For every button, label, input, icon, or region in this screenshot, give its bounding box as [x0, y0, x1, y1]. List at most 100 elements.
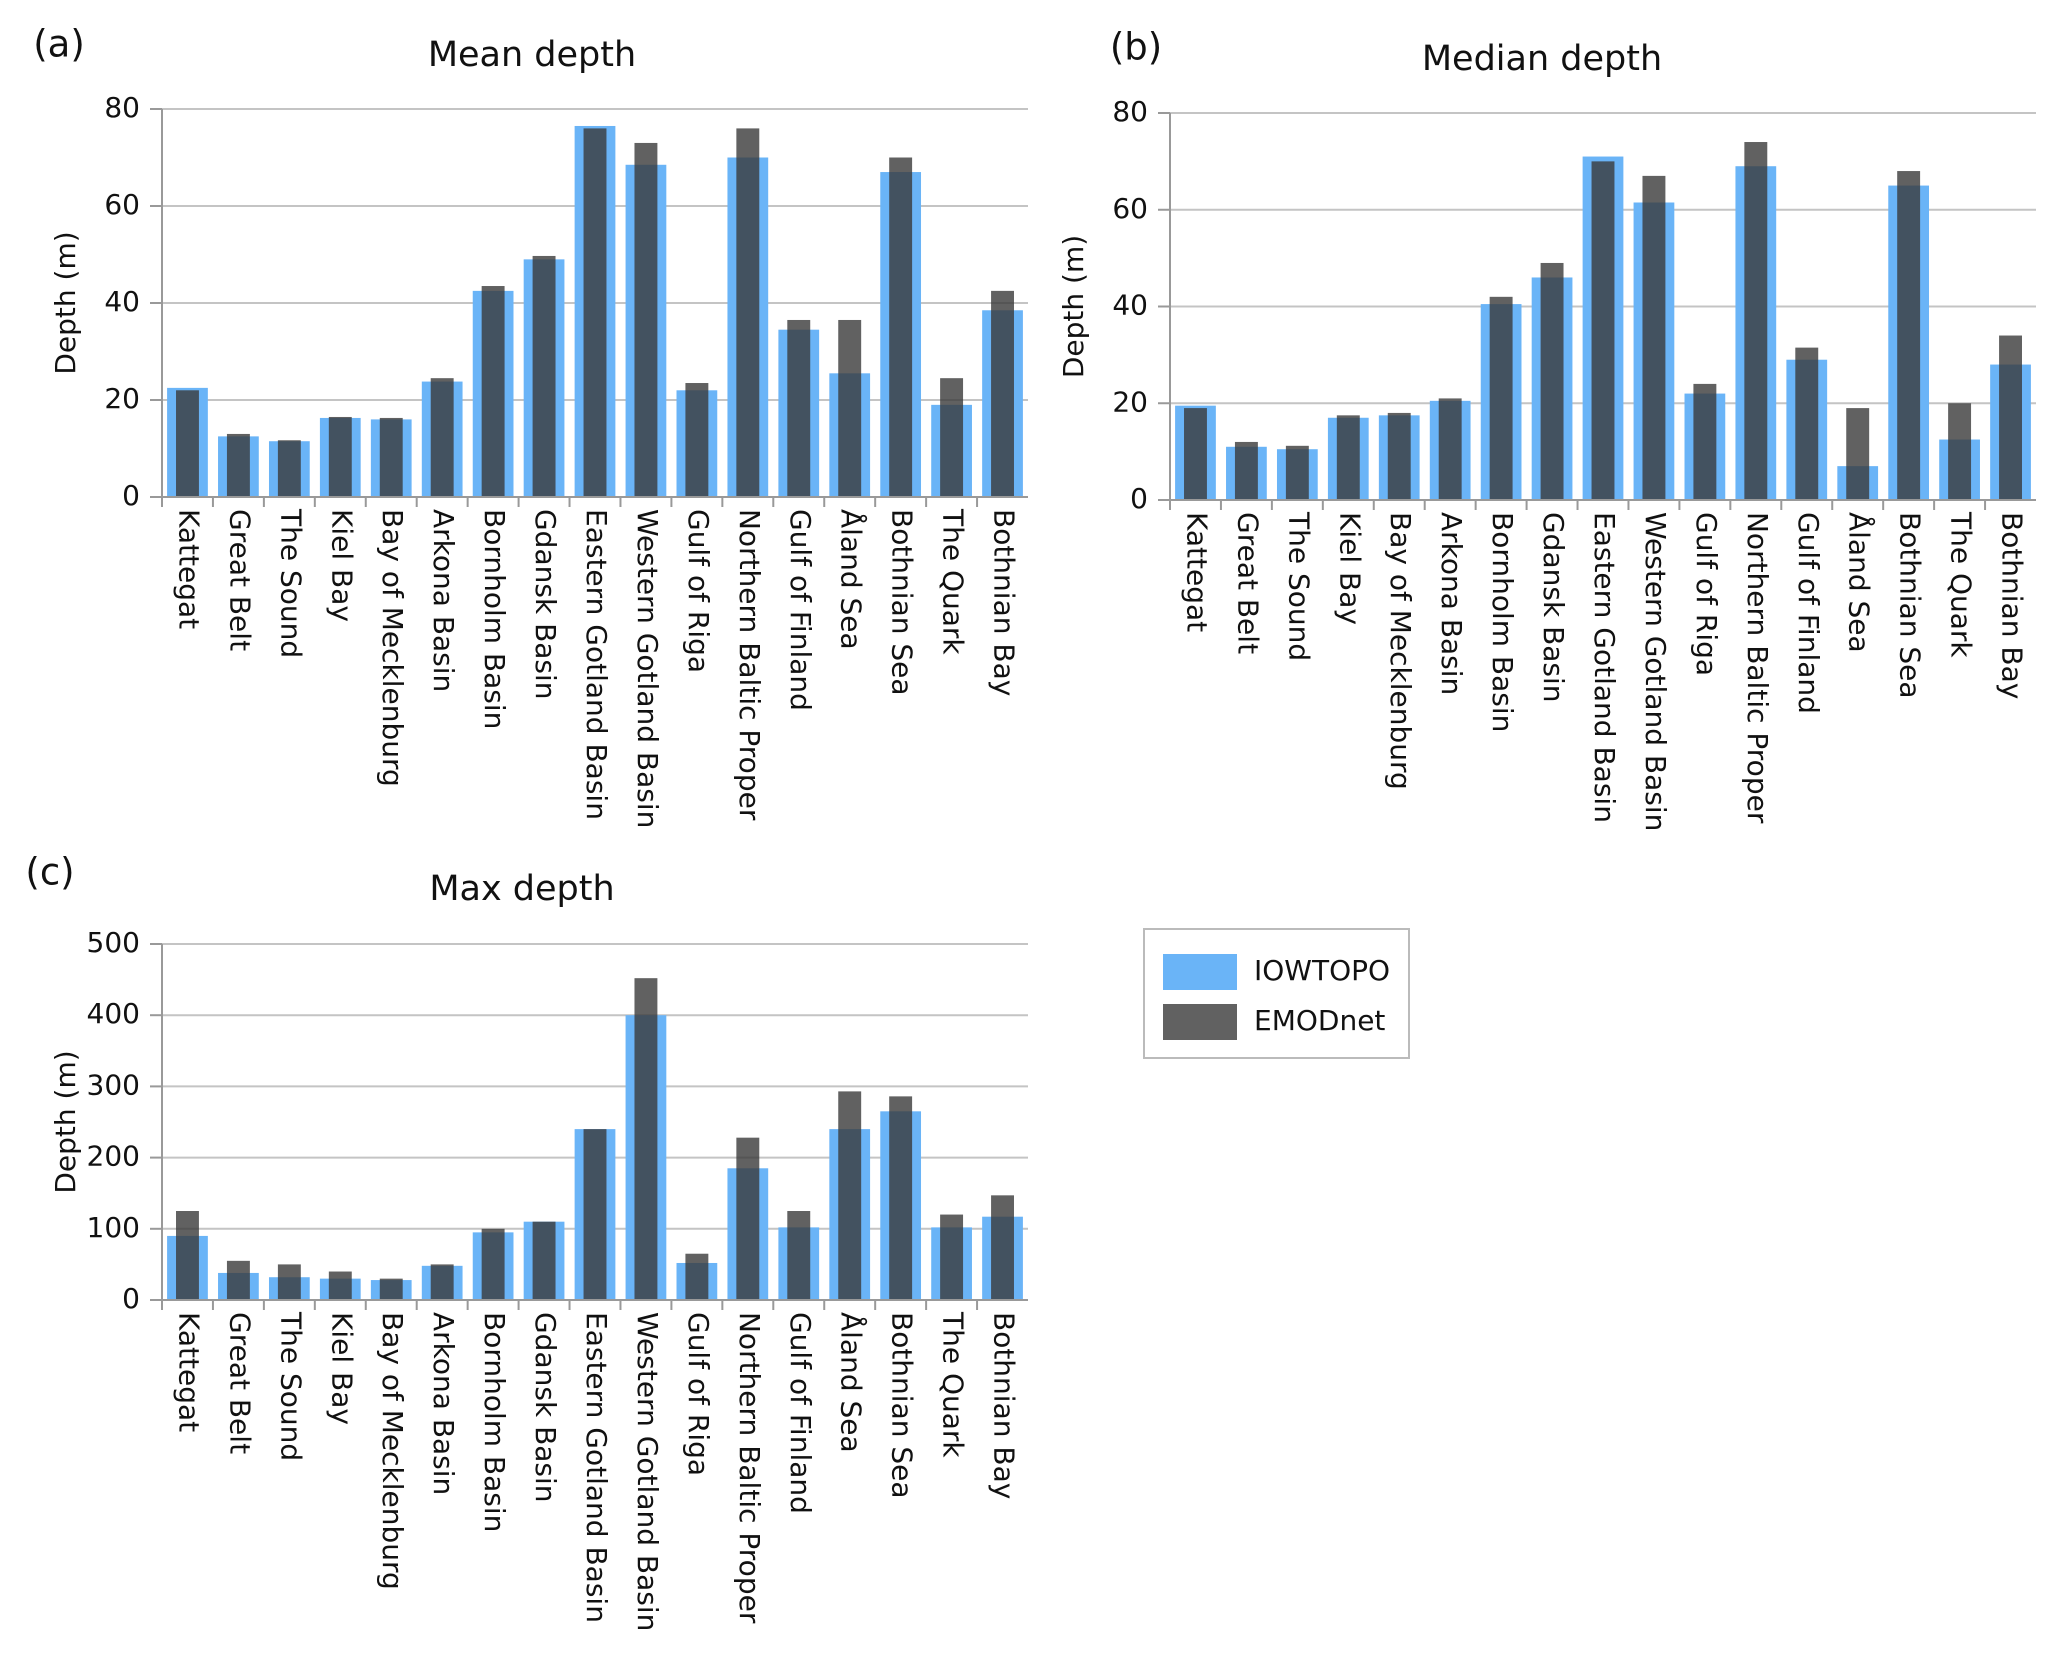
x-tick-label: Åland Sea [835, 509, 869, 650]
bar [634, 978, 658, 1300]
bar [838, 1091, 862, 1300]
bar [176, 390, 199, 497]
x-tick-label: Eastern Gotland Basin [580, 1312, 613, 1623]
bar [1234, 441, 1258, 500]
x-tick-label: The Sound [1282, 511, 1315, 661]
bar [940, 1214, 964, 1300]
x-tick-label: Gulf of Finland [784, 1312, 817, 1514]
bar [1744, 142, 1768, 500]
y-tick-label: 0 [122, 479, 140, 512]
x-tick-label: Arkona Basin [427, 509, 460, 692]
x-tick-label: Western Gotland Basin [631, 1312, 664, 1631]
legend-swatch [1163, 954, 1237, 990]
x-tick-label: Bornholm Basin [478, 509, 511, 729]
y-tick-label: 80 [1112, 95, 1148, 128]
y-tick-label: 0 [1130, 482, 1148, 515]
bar [277, 440, 301, 497]
bar [532, 255, 556, 497]
y-tick-label: 20 [104, 382, 140, 415]
panel-label: (a) [33, 23, 85, 66]
bar [430, 1264, 454, 1300]
bar [277, 1264, 301, 1300]
bar [226, 1260, 250, 1300]
chart-title: Mean depth [428, 35, 636, 75]
bar [685, 1253, 709, 1300]
x-tick-label: Bothnian Bay [988, 509, 1021, 696]
x-tick-label: Bothnian Bay [1996, 512, 2029, 699]
bar [176, 1211, 199, 1300]
x-tick-label: Arkona Basin [1435, 512, 1468, 695]
bar [1591, 161, 1615, 500]
y-axis-title: Depth (m) [1057, 235, 1090, 378]
bar [1387, 412, 1411, 500]
x-tick-label: Northern Baltic Proper [733, 1312, 766, 1624]
bar [583, 1129, 607, 1300]
bar [1642, 175, 1666, 500]
x-tick-label: The Quark [937, 508, 970, 655]
bar [379, 1278, 403, 1300]
x-tick-label: The Quark [1945, 511, 1978, 658]
panel-label: (b) [1110, 26, 1162, 69]
y-axis-title: Depth (m) [49, 1050, 82, 1193]
x-tick-label: Bothnian Bay [988, 1312, 1021, 1499]
panel-label: (c) [25, 851, 74, 894]
x-tick-label: Åland Sea [835, 1312, 869, 1453]
bar [583, 128, 607, 497]
x-tick-label: Gulf of Finland [1792, 512, 1825, 714]
bar [838, 319, 862, 497]
x-tick-label: Åland Sea [1843, 512, 1877, 653]
y-axis-title: Depth (m) [49, 231, 82, 374]
bar [1540, 262, 1564, 500]
bar [379, 417, 403, 497]
bar [1897, 171, 1921, 501]
bar [634, 142, 658, 497]
y-tick-label: 0 [122, 1282, 140, 1315]
bar [736, 128, 760, 497]
bar [1948, 403, 1972, 500]
chart-title: Median depth [1422, 39, 1662, 79]
bar [1999, 335, 2022, 500]
legend-label: IOWTOPO [1254, 954, 1390, 987]
bar [481, 286, 505, 497]
y-tick-label: 20 [1112, 385, 1148, 418]
bar [328, 416, 352, 497]
chart-title: Max depth [429, 869, 614, 909]
x-tick-label: Bothnian Sea [1894, 512, 1927, 699]
x-tick-label: Gdansk Basin [529, 1312, 562, 1503]
x-tick-label: The Quark [937, 1311, 970, 1458]
x-tick-label: Western Gotland Basin [631, 509, 664, 828]
bar [991, 1195, 1014, 1300]
x-tick-label: The Sound [274, 1311, 307, 1461]
x-tick-label: Gdansk Basin [529, 509, 562, 700]
x-tick-label: Bay of Mecklenburg [376, 1312, 409, 1590]
bar [1336, 415, 1360, 500]
y-tick-label: 300 [87, 1068, 140, 1101]
bar [889, 1096, 913, 1300]
y-tick-label: 40 [104, 285, 140, 318]
bar [430, 378, 454, 497]
bar [736, 1137, 760, 1300]
bar [1489, 296, 1513, 500]
bar [1285, 445, 1309, 500]
bar [787, 1211, 811, 1300]
x-tick-label: Great Belt [223, 509, 256, 651]
legend-swatch [1163, 1004, 1237, 1040]
bar [481, 1228, 505, 1300]
bar [991, 290, 1014, 497]
y-tick-label: 100 [87, 1211, 140, 1244]
x-tick-label: Bay of Mecklenburg [376, 509, 409, 787]
x-tick-label: The Sound [274, 508, 307, 658]
x-tick-label: Gulf of Riga [1690, 512, 1723, 676]
x-tick-label: Kiel Bay [325, 1312, 358, 1425]
bar [1693, 383, 1717, 500]
x-tick-label: Great Belt [223, 1312, 256, 1454]
bar [532, 1221, 556, 1300]
x-tick-label: Bay of Mecklenburg [1384, 512, 1417, 790]
x-tick-label: Bornholm Basin [478, 1312, 511, 1532]
bar [1438, 398, 1462, 500]
x-tick-label: Kiel Bay [1333, 512, 1366, 625]
x-tick-label: Great Belt [1231, 512, 1264, 654]
bar [889, 157, 913, 497]
y-tick-label: 40 [1112, 289, 1148, 322]
